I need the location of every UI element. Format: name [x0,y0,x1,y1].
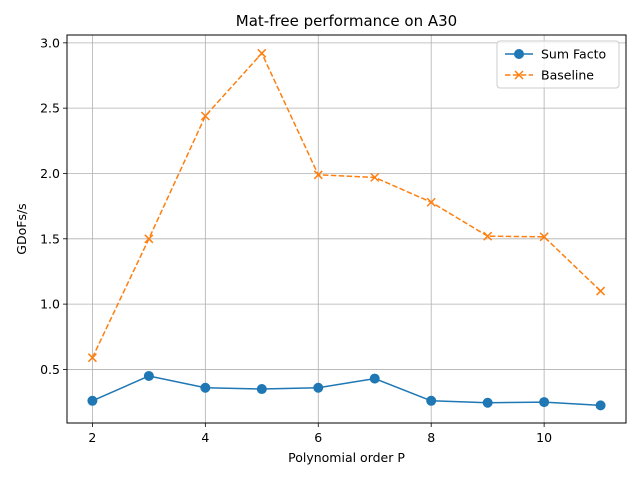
data-point-baseline [87,353,97,363]
data-point-sum-facto [595,400,606,411]
data-point-sum-facto [426,395,437,406]
x-marker-stroke [313,170,323,180]
data-point-baseline [313,170,323,180]
data-point-baseline [426,197,436,207]
data-point-baseline [370,172,380,182]
legend-marker-baseline [514,70,524,80]
axis-ticks: 2 4 6 8 10 0.5 1.0 1.5 2.0 2.5 3.0 [40,35,552,445]
legend: Sum Facto Baseline [496,40,620,89]
y-tick-label: 3.0 [40,35,60,50]
y-tick-label: 1.5 [40,231,60,246]
legend-box [496,40,620,89]
x-tick-label: 2 [88,430,96,445]
y-tick-label: 1.0 [40,297,60,312]
data-point-baseline [539,232,549,242]
data-point-sum-facto [313,382,324,393]
data-point-baseline [257,48,267,58]
x-marker-stroke [539,232,549,242]
x-tick-label: 4 [201,430,209,445]
series-line-baseline [91,52,602,359]
y-tick-label: 2.0 [40,166,60,181]
x-marker-stroke [87,353,97,363]
series-group [87,48,606,411]
legend-label-sum-facto: Sum Facto [541,47,606,62]
series-sum-facto [87,370,606,411]
x-marker-stroke [257,48,267,58]
plot-frame [66,34,627,424]
x-marker-stroke [483,231,493,241]
data-point-baseline [144,234,154,244]
data-point-sum-facto [256,384,267,395]
x-axis-label: Polynomial order P [288,450,405,465]
data-point-sum-facto [200,382,211,393]
x-marker-stroke [370,172,380,182]
x-tick-label: 10 [536,430,552,445]
legend-entry-baseline: Baseline [505,68,594,83]
data-point-sum-facto [539,397,550,408]
data-point-baseline [483,231,493,241]
data-point-baseline [200,111,210,121]
y-axis-label: GDoFs/s [14,203,29,254]
x-tick-label: 8 [427,430,435,445]
y-tick-label: 0.5 [40,362,60,377]
x-marker-stroke [514,70,524,80]
x-marker-stroke [200,111,210,121]
x-marker-stroke [426,197,436,207]
x-marker-stroke [144,234,154,244]
x-marker-stroke [596,286,606,296]
data-point-sum-facto [87,395,98,406]
legend-label-baseline: Baseline [541,68,594,83]
series-baseline [87,48,606,363]
data-point-baseline [596,286,606,296]
chart-title: Mat-free performance on A30 [236,12,457,30]
legend-entry-sum-facto: Sum Facto [505,47,606,62]
data-point-sum-facto [143,370,154,381]
series-line-sum-facto [92,375,601,407]
y-tick-label: 2.5 [40,101,60,116]
data-point-sum-facto [482,397,493,408]
data-point-sum-facto [369,373,380,384]
legend-marker-sum-facto [514,49,524,59]
x-tick-label: 6 [314,430,322,445]
